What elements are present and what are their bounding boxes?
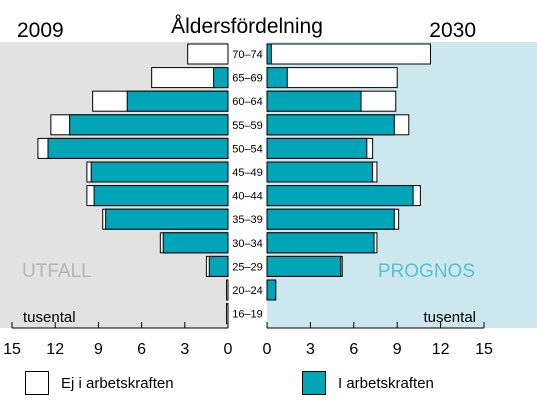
age-label-30-34: 30–34 — [232, 238, 263, 250]
tick-label-right-3: 3 — [306, 341, 315, 358]
tick-label-right-15: 15 — [475, 341, 493, 358]
age-label-70-74: 70–74 — [232, 49, 263, 61]
tick-label-left-15: 15 — [3, 341, 21, 358]
population-pyramid-chart: 70–74 65–69 60–64 55–59 50–54 45–49 40–44 35–39… — [0, 15, 537, 358]
bar-left-labour-45-49 — [90, 161, 229, 183]
right-panel-year: 2030 — [429, 19, 476, 42]
bar-left-labour-35-39 — [105, 208, 229, 230]
age-label-40-44: 40–44 — [232, 191, 263, 203]
legend-label-outside: Ej i arbetskraften — [61, 374, 174, 392]
bar-right-outside-70-74 — [266, 43, 431, 65]
tick-label-left-0: 0 — [224, 341, 233, 358]
age-label-35-39: 35–39 — [232, 214, 263, 226]
bar-right-labour-40-44 — [266, 185, 414, 207]
age-label-55-59: 55–59 — [232, 120, 263, 132]
right-panel-label: PROGNOS — [378, 261, 475, 282]
age-label-50-54: 50–54 — [232, 143, 263, 155]
age-label-45-49: 45–49 — [232, 167, 263, 179]
bar-left-labour-30-34 — [162, 232, 229, 254]
bar-left-labour-50-54 — [47, 137, 229, 159]
bar-right-labour-35-39 — [266, 208, 395, 230]
tick-label-left-12: 12 — [46, 341, 64, 358]
legend-swatch-labour — [302, 371, 326, 395]
tick-label-right-6: 6 — [349, 341, 358, 358]
bar-left-labour-25-29 — [208, 255, 229, 277]
right-unit-label: tusental — [423, 309, 476, 326]
bar-left-outside-70-74 — [187, 43, 229, 65]
bar-right-labour-60-64 — [266, 90, 362, 112]
bar-left-labour-65-69 — [213, 67, 229, 89]
bar-right-labour-20-24 — [266, 279, 277, 301]
tick-label-left-3: 3 — [180, 341, 189, 358]
bar-right-labour-65-69 — [266, 67, 288, 89]
bar-left-outside-16-19 — [226, 303, 229, 325]
left-panel-background — [0, 42, 228, 328]
age-label-16-19: 16–19 — [232, 309, 263, 321]
age-label-25-29: 25–29 — [232, 261, 263, 273]
legend-item-labour: I arbetskraften — [302, 371, 434, 395]
tick-label-left-6: 6 — [137, 341, 146, 358]
legend-swatch-outside — [25, 371, 49, 395]
right-bars — [266, 43, 431, 301]
tick-label-right-0: 0 — [263, 341, 272, 358]
tick-label-right-12: 12 — [432, 341, 450, 358]
tick-label-left-9: 9 — [94, 341, 103, 358]
bar-right-labour-55-59 — [266, 114, 395, 136]
right-panel-background — [267, 42, 537, 328]
chart-title: Åldersfördelning — [171, 15, 323, 38]
bar-left-labour-60-64 — [126, 90, 229, 112]
left-panel-year: 2009 — [17, 19, 64, 42]
tick-label-right-9: 9 — [393, 341, 402, 358]
bar-right-labour-30-34 — [266, 232, 375, 254]
legend-label-labour: I arbetskraften — [338, 374, 434, 392]
age-group-labels: 70–74 65–69 60–64 55–59 50–54 45–49 40–44 35–39… — [232, 49, 263, 321]
age-label-20-24: 20–24 — [232, 285, 263, 297]
x-axis-ticks: 15 12 9 6 3 0 0 3 6 9 12 15 — [3, 322, 493, 358]
bar-right-labour-25-29 — [266, 255, 342, 277]
age-label-65-69: 65–69 — [232, 73, 263, 85]
left-panel-label: UTFALL — [22, 261, 92, 282]
left-unit-label: tusental — [23, 309, 76, 326]
legend-item-outside: Ej i arbetskraften — [25, 371, 174, 395]
left-bars — [37, 43, 229, 325]
bar-left-labour-40-44 — [93, 185, 229, 207]
bar-right-labour-45-49 — [266, 161, 374, 183]
bar-right-labour-50-54 — [266, 137, 368, 159]
age-label-60-64: 60–64 — [232, 96, 263, 108]
bar-right-labour-70-74 — [266, 43, 272, 65]
bar-left-outside-20-24 — [226, 279, 229, 301]
bar-left-labour-55-59 — [69, 114, 229, 136]
